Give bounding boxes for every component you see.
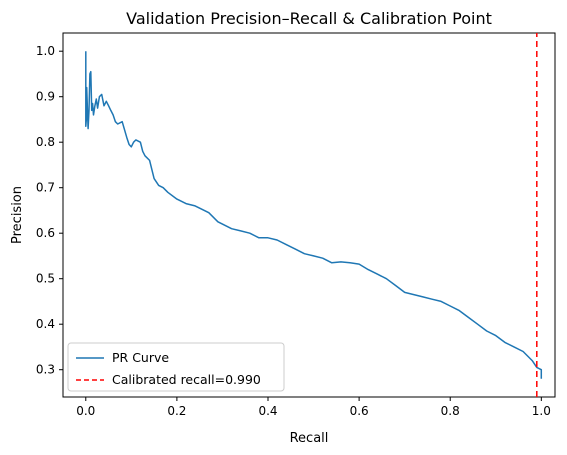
y-tick-label: 0.3 [36,363,55,377]
y-axis-label: Precision [10,186,25,244]
x-tick-label: 0.6 [350,404,369,418]
legend-label-calibrated-recall: Calibrated recall=0.990 [112,372,261,387]
pr-curve-line [85,51,543,379]
plot-area: 0.0 0.2 0.4 0.6 0.8 1.0 0.3 0.4 0.5 0.6 0.7 0.8 0.9… [36,32,556,418]
x-tick-label: 0.8 [441,404,460,418]
x-tick-label: 0.2 [167,404,186,418]
y-tick-label: 0.7 [36,181,55,195]
plot-frame [62,32,556,398]
y-tick-label: 0.4 [36,317,55,331]
chart-title: Validation Precision–Recall & Calibratio… [126,9,492,28]
y-tick-label: 0.9 [36,90,55,104]
y-tick-label: 0.5 [36,272,55,286]
x-axis-ticks: 0.0 0.2 0.4 0.6 0.8 1.0 [76,397,551,418]
y-tick-label: 1.0 [36,44,55,58]
x-tick-label: 0.0 [76,404,95,418]
x-tick-label: 1.0 [532,404,551,418]
legend: PR Curve Calibrated recall=0.990 [67,342,285,392]
y-tick-label: 0.8 [36,135,55,149]
legend-box [67,342,285,392]
y-axis-ticks: 0.3 0.4 0.5 0.6 0.7 0.8 0.9 1.0 [36,44,63,377]
y-tick-label: 0.6 [36,226,55,240]
x-tick-label: 0.4 [258,404,277,418]
legend-label-pr-curve: PR Curve [112,350,169,365]
series-layer [85,33,543,397]
x-axis-label: Recall [290,431,329,446]
